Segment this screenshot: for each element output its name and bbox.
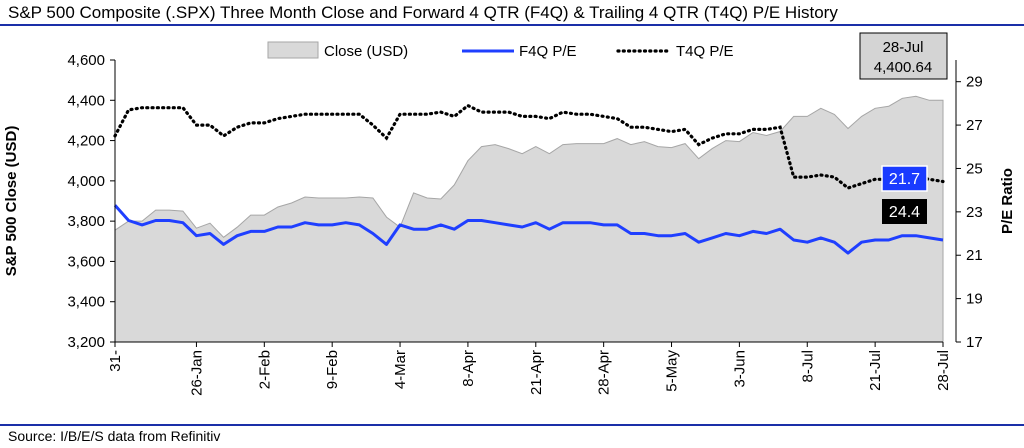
t4q-value-label: 24.4: [889, 204, 920, 221]
right-y-tick-label: 21: [966, 247, 983, 264]
left-axis-title: S&P 500 Close (USD): [3, 126, 20, 277]
x-tick-label: 4-Mar: [392, 350, 409, 389]
legend-t4q-label: T4Q P/E: [676, 43, 734, 60]
left-y-tick-label: 3,600: [67, 253, 105, 270]
x-tick-label: 21-Apr: [528, 350, 545, 395]
f4q-value-label: 21.7: [889, 171, 920, 188]
x-tick-label: 28-Jul: [935, 350, 952, 391]
close-annotation-value: 4,400.64: [874, 59, 932, 76]
legend-close-swatch: [267, 41, 319, 59]
left-y-tick-label: 3,400: [67, 294, 105, 311]
f4q-pe-line: [113, 204, 944, 255]
legend-f4q-label: F4Q P/E: [519, 43, 577, 60]
t4q-value-badge: [882, 199, 927, 224]
x-tick-label: 5-May: [664, 350, 681, 392]
source-rule: [0, 424, 1024, 426]
x-tick-label: 8-Jul: [799, 350, 816, 383]
x-tick-label: 8-Apr: [460, 350, 477, 387]
x-tick-label: 2-Feb: [256, 350, 273, 389]
close-annotation-box: [859, 32, 948, 80]
close-annotation-date: 28-Jul: [883, 39, 924, 56]
left-y-tick-label: 4,600: [67, 52, 105, 69]
f4q-value-badge: [881, 165, 928, 192]
left-y-tick-label: 4,000: [67, 173, 105, 190]
right-y-tick-label: 25: [966, 160, 983, 177]
right-y-tick-label: 29: [966, 74, 983, 91]
x-tick-label: 28-Apr: [596, 350, 613, 395]
title-rule: [0, 24, 1024, 26]
t4q-pe-line: [113, 103, 945, 190]
source-note: Source: I/B/E/S data from Refinitiv: [8, 428, 221, 444]
right-y-tick-label: 17: [966, 334, 983, 351]
right-y-tick-label: 19: [966, 291, 983, 308]
x-tick-label: 9-Feb: [324, 350, 341, 389]
pe-history-chart: 3,200 3,400 3,600 3,800 4,000 4,200 4,400 4,600…: [3, 32, 1016, 396]
left-y-tick-label: 4,400: [67, 92, 105, 109]
x-tick-label: 21-Jul: [867, 350, 884, 391]
right-y-tick-label: 27: [966, 117, 983, 134]
right-axis-title: P/E Ratio: [999, 168, 1016, 234]
close-area-series: [114, 95, 944, 343]
legend-close-label: Close (USD): [324, 43, 408, 60]
right-y-tick-label: 23: [966, 204, 983, 221]
left-y-tick-label: 3,800: [67, 213, 105, 230]
x-tick-label: 26-Jan: [188, 350, 205, 396]
left-y-tick-label: 3,200: [67, 334, 105, 351]
left-y-tick-label: 4,200: [67, 133, 105, 150]
x-tick-label: 3-Jun: [731, 350, 748, 388]
chart-title: S&P 500 Composite (.SPX) Three Month Clo…: [8, 3, 838, 22]
x-tick-label: 31-: [107, 350, 124, 372]
